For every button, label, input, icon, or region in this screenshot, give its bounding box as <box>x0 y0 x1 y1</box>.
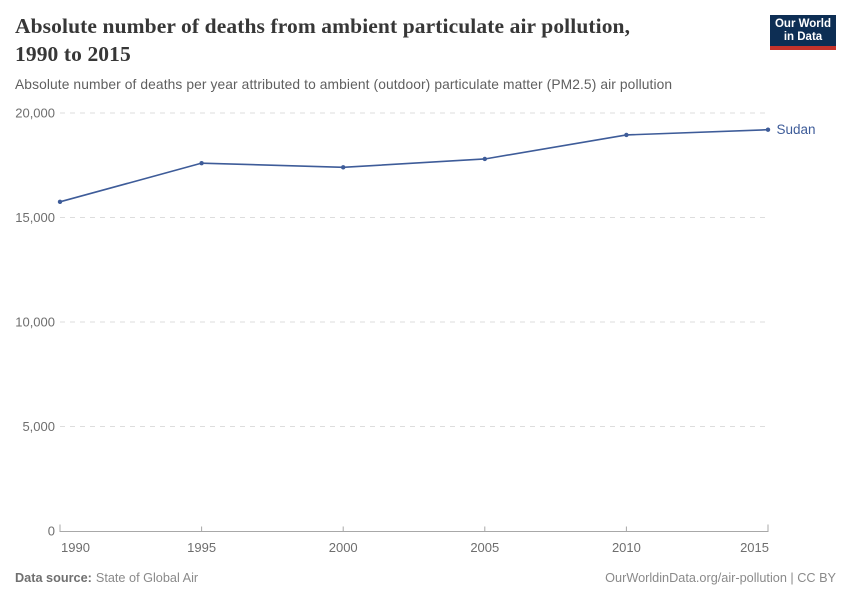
chart-footer: Data source: State of Global Air OurWorld… <box>0 567 850 589</box>
chart-title: Absolute number of deaths from ambient p… <box>15 13 755 68</box>
data-source: Data source: State of Global Air <box>15 567 198 589</box>
x-tick-label: 1990 <box>61 540 90 555</box>
data-point <box>765 127 771 132</box>
chart-title-line1: Absolute number of deaths from ambient p… <box>15 14 631 38</box>
chart-line <box>59 128 769 203</box>
x-tick-label: 1995 <box>187 540 216 555</box>
data-source-label: Data source: <box>15 571 92 585</box>
y-tick-label: 5,000 <box>22 419 55 434</box>
logo-text-line1: Our World <box>774 17 831 30</box>
chart-title-line2: 1990 to 2015 <box>15 41 131 66</box>
x-tick-label: 2010 <box>612 540 641 555</box>
y-tick-label: 20,000 <box>15 106 55 121</box>
credit-link[interactable]: OurWorldinData.org/air-pollution | CC BY <box>605 571 836 585</box>
chart-header: Absolute number of deaths from ambient p… <box>15 13 755 92</box>
data-point <box>57 199 63 205</box>
x-tick-label: 2000 <box>329 540 358 555</box>
data-point <box>482 156 487 162</box>
x-tick-label: 2015 <box>740 540 769 555</box>
data-point <box>199 160 204 166</box>
logo-text-line2: in Data <box>783 30 823 43</box>
data-point <box>341 165 346 170</box>
x-tick-label: 2005 <box>470 540 499 555</box>
y-tick-label: 10,000 <box>15 315 55 330</box>
series-label: Sudan <box>777 122 816 137</box>
data-source-value: State of Global Air <box>95 571 199 585</box>
y-tick-label: 0 <box>48 524 55 539</box>
owid-logo: Our World in Data <box>770 15 836 50</box>
data-point <box>624 132 629 138</box>
chart-subtitle: Absolute number of deaths per year attri… <box>15 77 673 92</box>
y-tick-label: 15,000 <box>15 210 55 225</box>
